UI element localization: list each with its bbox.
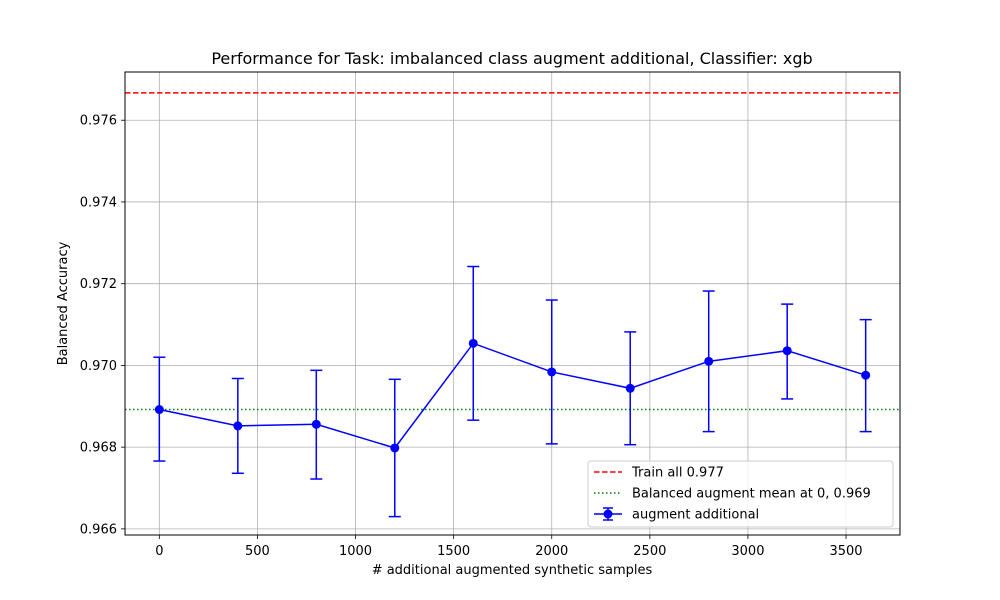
series-line xyxy=(159,342,866,449)
grid xyxy=(125,72,900,535)
legend-label-train-all: Train all 0.977 xyxy=(631,466,724,481)
data-point xyxy=(233,421,243,431)
data-point xyxy=(547,367,557,377)
x-tick-label: 1000 xyxy=(339,544,372,559)
x-tick-label: 3500 xyxy=(829,544,862,559)
data-point xyxy=(861,370,871,380)
x-tick-label: 3000 xyxy=(731,544,764,559)
legend-frame xyxy=(587,460,894,528)
y-tick-label: 0.970 xyxy=(80,359,117,374)
x-tick-label: 0 xyxy=(155,544,163,559)
data-point xyxy=(782,346,792,356)
x-axis: 0 500 1000 1500 2000 2500 3000 3500 xyxy=(155,535,863,559)
chart-title: Performance for Task: imbalanced class a… xyxy=(211,49,812,68)
y-tick-label: 0.966 xyxy=(80,522,117,537)
y-tick-label: 0.976 xyxy=(80,114,117,129)
data-series xyxy=(153,265,872,518)
legend-label-balanced-mean: Balanced augment mean at 0, 0.969 xyxy=(632,487,871,502)
legend-swatch-augment-marker xyxy=(603,509,613,519)
y-tick-label: 0.972 xyxy=(80,277,117,292)
data-point xyxy=(154,405,164,415)
plot-area-frame xyxy=(124,71,901,536)
y-axis: 0.966 0.968 0.970 0.972 0.974 0.976 xyxy=(80,114,125,537)
x-tick-label: 500 xyxy=(245,544,270,559)
data-point xyxy=(704,356,714,366)
legend: Train all 0.977 Balanced augment mean at… xyxy=(587,460,894,528)
x-tick-label: 1500 xyxy=(437,544,470,559)
data-point xyxy=(625,383,635,393)
y-axis-label: Balanced Accuracy xyxy=(56,241,71,365)
data-point xyxy=(468,338,478,348)
x-tick-label: 2000 xyxy=(535,544,568,559)
reference-lines xyxy=(125,92,900,411)
data-point xyxy=(311,419,321,429)
legend-label-augment: augment additional xyxy=(632,508,759,523)
y-tick-label: 0.968 xyxy=(80,441,117,456)
x-tick-label: 2500 xyxy=(633,544,666,559)
y-tick-label: 0.974 xyxy=(80,195,117,210)
x-axis-label: # additional augmented synthetic samples xyxy=(372,563,653,578)
data-point xyxy=(390,443,400,453)
